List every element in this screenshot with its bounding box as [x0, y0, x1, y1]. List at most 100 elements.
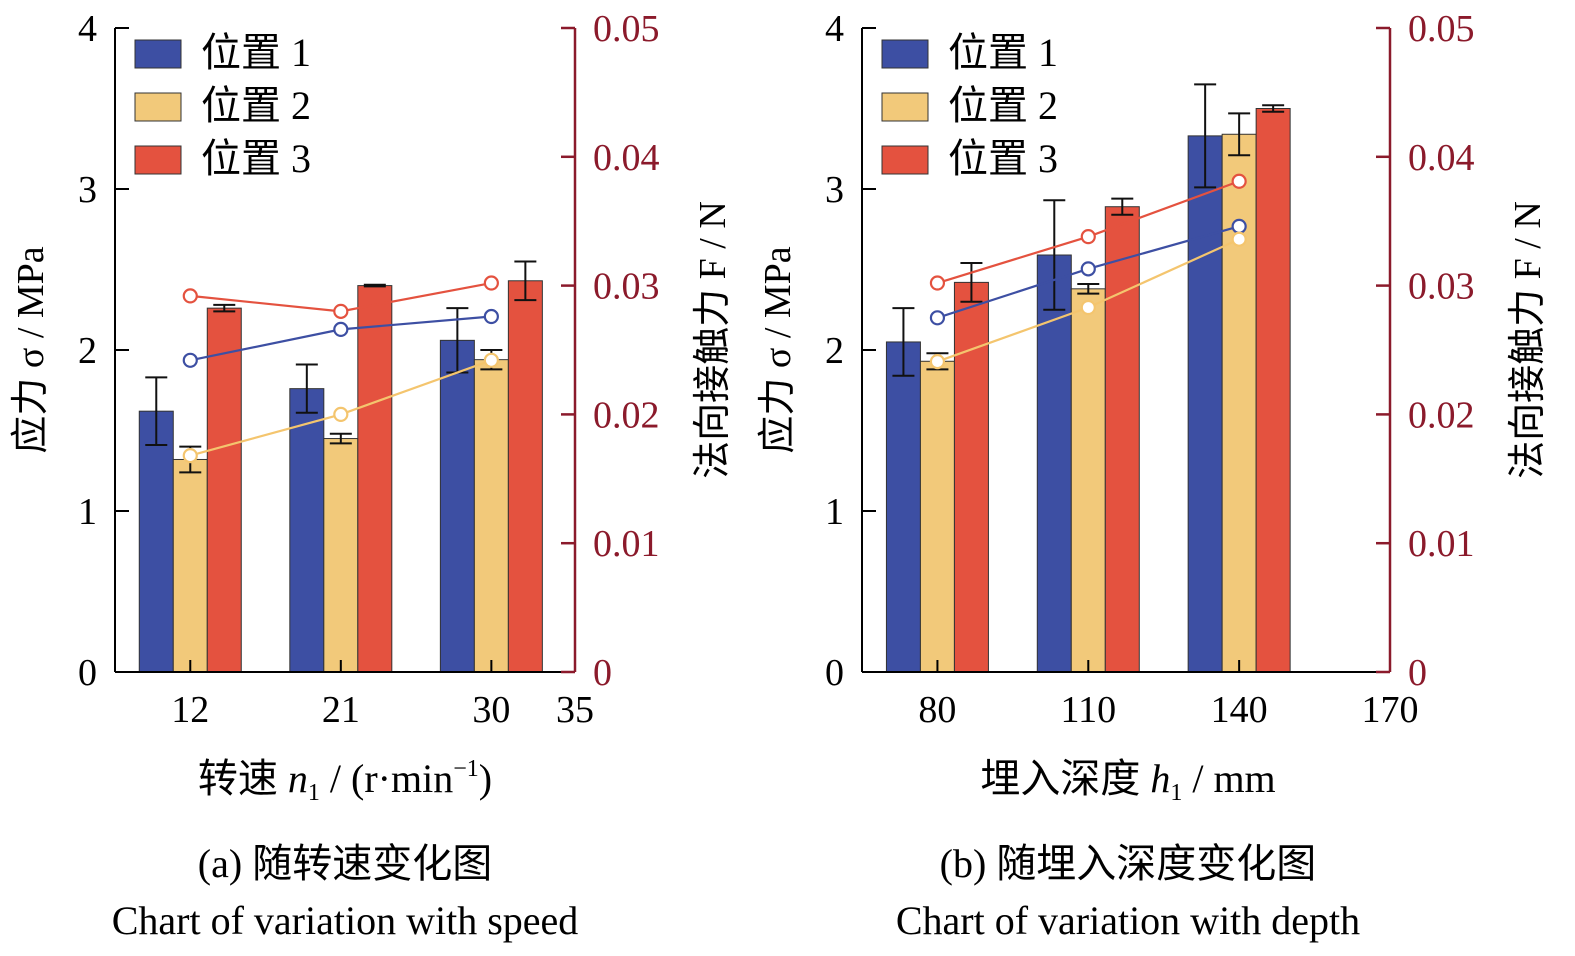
legend-swatch-s2 — [881, 92, 929, 122]
error-bar-140-s1 — [1194, 83, 1217, 189]
bar-21-s1 — [289, 388, 325, 673]
force-point-s3-21 — [333, 303, 349, 319]
error-bar-12-s3 — [213, 303, 236, 313]
error-bar-80-s1 — [892, 307, 915, 377]
caption-en: Chart of variation with speed — [112, 898, 579, 943]
bar-12-s3 — [206, 307, 242, 673]
x-tick-label: 12 — [171, 689, 209, 731]
y-tick-label-left: 4 — [78, 8, 97, 50]
y-tick-label-left: 0 — [825, 652, 844, 694]
y-tick-label-right: 0.05 — [593, 8, 660, 50]
bar-80-s3 — [953, 281, 989, 673]
bar-80-s2 — [919, 360, 955, 673]
legend-label-s3: 位置 3 — [948, 136, 1058, 181]
error-bar-110-s2 — [1077, 282, 1100, 295]
force-point-s3-140 — [1231, 173, 1247, 189]
bar-30-s1 — [439, 339, 475, 673]
error-bar-21-s1 — [295, 363, 318, 414]
error-bar-110-s1 — [1043, 199, 1066, 311]
force-point-s2-21 — [333, 406, 349, 422]
y-tick-label-left: 2 — [825, 330, 844, 372]
force-point-s2-110 — [1080, 299, 1096, 316]
force-point-s3-30 — [483, 275, 499, 291]
error-bar-12-s1 — [145, 376, 168, 446]
bar-140-s2 — [1221, 133, 1257, 673]
y-tick-label-left: 4 — [825, 8, 844, 50]
y-tick-label-left: 3 — [78, 169, 97, 211]
error-bar-21-s2 — [329, 432, 352, 445]
y-axis-title-left: 应力 σ / MPa — [10, 246, 52, 453]
caption-en: Chart of variation with depth — [896, 898, 1360, 943]
legend-swatch-s1 — [881, 39, 929, 69]
force-point-s2-12 — [182, 448, 198, 464]
error-bar-110-s3 — [1111, 197, 1134, 216]
legend-label-s1: 位置 1 — [201, 30, 311, 75]
x-tick-label: 30 — [472, 689, 510, 731]
bar-140-s1 — [1187, 135, 1223, 673]
y-axis-title-right: 法向接触力 F / N — [692, 201, 734, 479]
legend: 位置 1 位置 2 位置 3 — [881, 30, 1058, 181]
y-tick-label-right: 0 — [593, 652, 612, 694]
x-tick-label: 110 — [1060, 689, 1116, 731]
bar-12-s2 — [172, 458, 208, 673]
y-axis-title-right: 法向接触力 F / N — [1507, 201, 1549, 479]
legend-label-s3: 位置 3 — [201, 136, 311, 181]
force-point-s1-21 — [333, 321, 349, 337]
y-tick-label-right: 0 — [1408, 652, 1427, 694]
bar-110-s2 — [1070, 288, 1106, 673]
force-point-s3-80 — [929, 275, 946, 291]
bar-110-s1 — [1036, 254, 1072, 673]
bar-12-s1 — [138, 410, 174, 673]
bar-110-s3 — [1104, 206, 1140, 673]
legend-swatch-s2 — [134, 92, 182, 122]
bar-30-s3 — [507, 280, 543, 673]
error-bar-21-s3 — [363, 283, 386, 288]
bar-21-s2 — [323, 438, 359, 673]
force-point-s1-140 — [1231, 218, 1247, 234]
x-axis-title: 埋入深度 h1 / mm — [980, 756, 1275, 806]
caption-cn: (a) 随转速变化图 — [198, 841, 492, 886]
y-tick-label-right: 0.02 — [1408, 394, 1475, 436]
force-point-s3-110 — [1080, 229, 1096, 245]
legend-swatch-s3 — [881, 145, 929, 175]
y-tick-label-right: 0.03 — [593, 266, 660, 308]
y-tick-label-left: 1 — [78, 491, 97, 533]
y-axis-title-left: 应力 σ / MPa — [757, 246, 799, 453]
x-axis-title: 转速 n1 / (r·min−1) — [198, 756, 492, 806]
force-point-s1-110 — [1080, 261, 1096, 277]
y-tick-label-right: 0.02 — [593, 394, 660, 436]
bar-140-s3 — [1255, 108, 1291, 673]
legend-label-s2: 位置 2 — [948, 83, 1058, 128]
legend-swatch-s3 — [134, 145, 182, 175]
bar-21-s3 — [357, 285, 393, 673]
force-point-s3-12 — [182, 288, 198, 304]
x-tick-label: 35 — [556, 689, 594, 731]
force-point-s1-30 — [483, 308, 499, 325]
error-bar-30-s3 — [514, 260, 537, 302]
y-tick-label-left: 3 — [825, 169, 844, 211]
force-point-s2-30 — [483, 352, 499, 368]
force-point-s2-80 — [929, 353, 946, 370]
x-tick-label: 80 — [918, 689, 956, 731]
legend-label-s1: 位置 1 — [948, 30, 1058, 75]
y-tick-label-left: 1 — [825, 491, 844, 533]
y-tick-label-left: 0 — [78, 652, 97, 694]
y-tick-label-right: 0.04 — [1408, 137, 1475, 179]
error-bar-140-s3 — [1262, 104, 1285, 113]
y-tick-label-left: 2 — [78, 330, 97, 372]
error-bar-140-s2 — [1228, 112, 1251, 157]
legend: 位置 1 位置 2 位置 3 — [134, 30, 311, 181]
y-tick-label-right: 0.05 — [1408, 8, 1475, 50]
y-tick-label-right: 0.04 — [593, 137, 660, 179]
force-point-s1-80 — [929, 310, 946, 326]
error-bar-80-s3 — [960, 262, 983, 303]
x-tick-label: 140 — [1211, 689, 1268, 731]
y-tick-label-right: 0.01 — [593, 523, 660, 565]
x-tick-label: 21 — [322, 689, 360, 731]
force-point-s1-12 — [182, 352, 198, 368]
force-point-s2-140 — [1231, 231, 1247, 247]
bar-30-s2 — [473, 359, 509, 673]
